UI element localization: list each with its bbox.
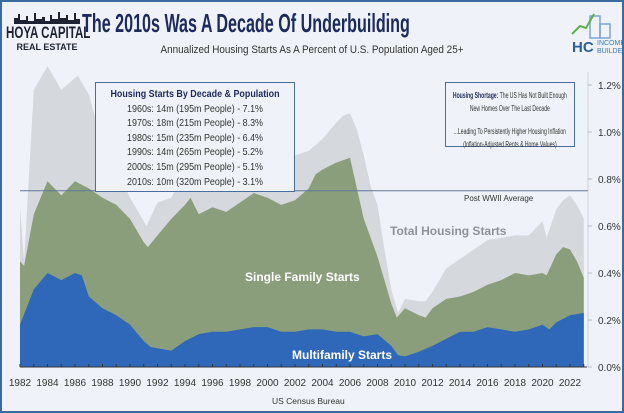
- x-tick-label: 2002: [284, 378, 307, 389]
- x-tick-label: 2018: [504, 378, 527, 389]
- x-tick-label: 1990: [119, 378, 142, 389]
- x-tick-label: 2008: [366, 378, 389, 389]
- y-tick-label: 0.4%: [598, 269, 621, 280]
- y-tick-label: 0.8%: [598, 175, 621, 186]
- income-builder-logo: HC INCOMEBUILDER: [568, 8, 624, 58]
- decade-row: 2010s: 10m (320m People) - 3.1%: [127, 175, 263, 188]
- area-single-family-starts: [20, 157, 584, 367]
- x-tick-label: 2004: [311, 378, 334, 389]
- decade-row: 2000s: 15m (295m People) - 5.1%: [127, 160, 263, 173]
- x-tick-label: 1984: [36, 378, 59, 389]
- decade-row: 1970s: 18m (215m People) - 8.3%: [127, 117, 263, 130]
- x-tick-label: 2006: [339, 378, 362, 389]
- y-tick-label: 1.2%: [598, 81, 621, 92]
- series-label-multifamily: Multifamily Starts: [292, 348, 393, 362]
- x-tick-label: 1986: [64, 378, 87, 389]
- x-tick-label: 1982: [9, 378, 32, 389]
- x-tick-label: 2012: [421, 378, 444, 389]
- x-tick-label: 2014: [449, 378, 472, 389]
- decade-box-heading: Housing Starts By Decade & Population: [110, 88, 280, 100]
- x-tick-label: 1996: [201, 378, 224, 389]
- building-growth-icon: [571, 13, 611, 39]
- source-note: US Census Bureau: [272, 396, 345, 406]
- x-tick-label: 1992: [146, 378, 169, 389]
- x-tick-label: 1988: [91, 378, 114, 389]
- x-tick-label: 2000: [256, 378, 279, 389]
- y-tick-label: 0.0%: [598, 363, 621, 374]
- hoya-capital-logo: HOYA CAPITAL REAL ESTATE: [6, 10, 90, 52]
- decade-row: 1980s: 15m (235m People) - 6.4%: [127, 131, 263, 144]
- y-tick-label: 0.2%: [598, 316, 621, 327]
- x-tick-label: 2022: [559, 378, 582, 389]
- housing-shortage-box: Housing Shortage: The US Has Not Built E…: [445, 82, 575, 149]
- x-tick-label: 2010: [394, 378, 417, 389]
- chart-subtitle: Annualized Housing Starts As A Percent o…: [160, 44, 464, 56]
- x-tick-label: 1994: [174, 378, 197, 389]
- x-tick-label: 2020: [531, 378, 554, 389]
- series-label-single-family: Single Family Starts: [245, 270, 360, 284]
- skyline-icon: [14, 12, 80, 24]
- x-tick-label: 1998: [229, 378, 252, 389]
- decade-row: 1990s: 14m (265m People) - 5.2%: [127, 146, 263, 159]
- x-tick-label: 2016: [476, 378, 499, 389]
- y-tick-label: 0.6%: [598, 222, 621, 233]
- decade-row: 1960s: 14m (195m People) - 7.1%: [127, 102, 263, 115]
- reference-line-label: Post WWII Average: [464, 194, 534, 203]
- y-tick-label: 1.0%: [598, 128, 621, 139]
- area-multifamily-starts: [20, 273, 584, 367]
- series-label-total: Total Housing Starts: [390, 224, 507, 238]
- chart-title: The 2010s Was A Decade Of Underbuilding: [82, 8, 410, 38]
- decade-summary-box: Housing Starts By Decade & Population 19…: [95, 82, 295, 192]
